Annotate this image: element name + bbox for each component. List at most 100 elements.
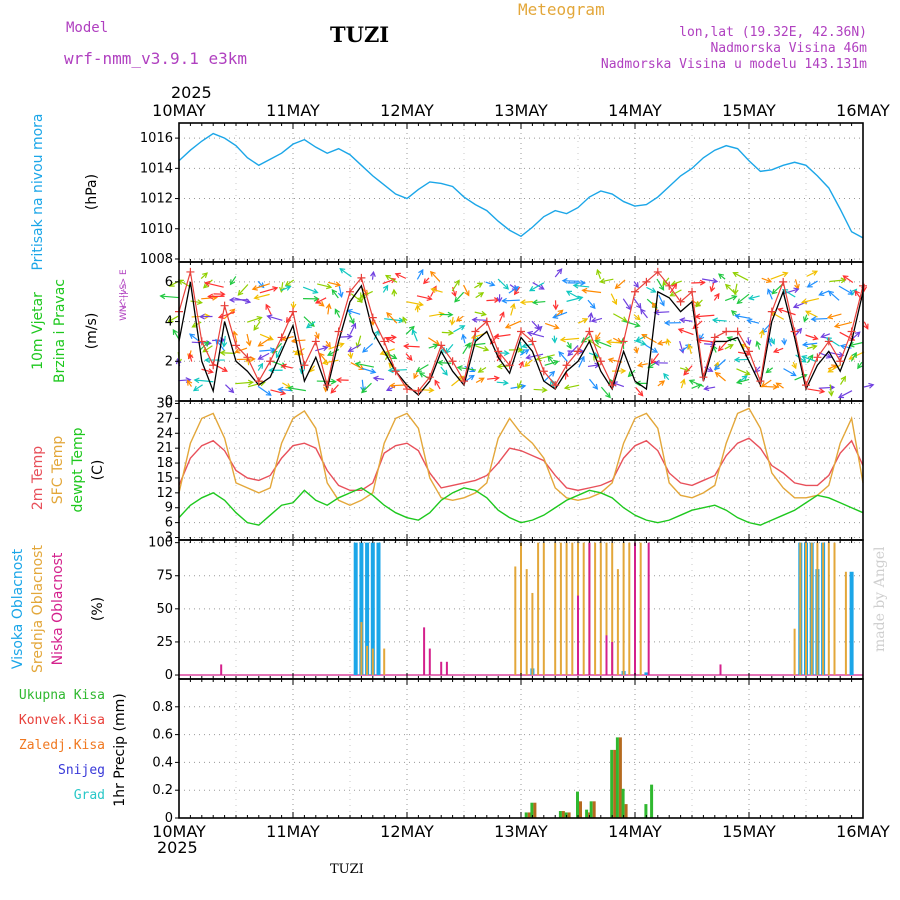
wind-arrow — [863, 384, 874, 388]
wind-arrow — [178, 379, 191, 382]
wind-arrow — [529, 282, 545, 292]
wind-arrow-head — [782, 288, 789, 295]
wind-arrow — [404, 345, 420, 348]
cloud-bar-1 — [525, 569, 528, 676]
wind-arrow-head — [513, 286, 520, 292]
wind-arrow — [595, 340, 612, 348]
wind-arrow — [355, 362, 374, 368]
temp-axis-title-3: dewpt Temp — [70, 427, 86, 512]
wind-arrow-head — [711, 317, 718, 324]
wind-arrow-head — [391, 288, 398, 295]
wind-arrow-head — [833, 322, 841, 329]
wind-gust-marker — [232, 341, 240, 350]
wind-gust-marker — [425, 373, 434, 382]
wind-arrow-head — [854, 289, 860, 297]
wind-gust-marker — [391, 367, 400, 376]
wind-arrow-head — [677, 327, 684, 334]
wind-arrow — [794, 279, 799, 289]
y-tick-label: 0.6 — [152, 728, 173, 743]
wind-arrow — [633, 314, 641, 321]
wind-arrow-head — [531, 299, 538, 306]
wind-arrow-head — [792, 302, 799, 309]
wind-arrow-head — [561, 277, 568, 284]
wind-arrow-head — [525, 354, 532, 360]
wind-arrow-head — [745, 339, 752, 346]
wind-arrow-head — [314, 298, 322, 304]
wind-arrow-head — [314, 333, 320, 340]
wind-arrow-head — [641, 333, 648, 340]
wind-arrow — [200, 341, 209, 350]
wind-arrow — [478, 366, 487, 373]
wind-arrow-head — [683, 369, 690, 376]
wind-gust-marker — [209, 361, 218, 370]
wind-arrow — [282, 382, 291, 389]
wind-arrow — [553, 311, 568, 319]
wind-arrow-head — [769, 338, 775, 345]
wind-arrow — [778, 308, 796, 316]
wind-gust-marker — [266, 357, 275, 366]
wind-arrow-head — [714, 292, 720, 299]
wind-arrow-head — [741, 375, 748, 381]
model-label: Model — [66, 20, 109, 36]
wind-arrow-head — [551, 337, 558, 344]
wind-arrow — [803, 342, 818, 346]
wind-arrow — [770, 311, 785, 320]
wind-arrow — [578, 318, 588, 324]
wind-arrow-head — [528, 286, 536, 292]
wind-arrow-head — [347, 352, 354, 360]
wind-arrow-head — [819, 388, 826, 394]
wind-arrow-head — [671, 282, 678, 290]
wind-arrow — [505, 320, 522, 329]
precip-convective-bar — [533, 802, 537, 818]
wind-arrow-head — [825, 353, 832, 359]
wind-arrow-head — [430, 287, 437, 294]
wind-arrow — [278, 388, 293, 392]
wind-arrow — [467, 342, 486, 347]
wind-gust-marker — [460, 377, 468, 386]
wind-arrow-head — [699, 279, 706, 286]
wind-arrow-head — [350, 322, 357, 329]
wind-arrow — [200, 272, 208, 279]
year-top: 2025 — [171, 83, 212, 102]
wind-gust-marker — [745, 347, 753, 356]
wind-arrow-head — [370, 368, 377, 374]
wind-arrow-head — [418, 372, 425, 378]
wind-arrow — [771, 283, 784, 295]
wind-gust-marker — [562, 361, 571, 370]
wind-arrow — [736, 378, 750, 384]
wind-arrow — [454, 291, 465, 303]
precip-total-bar — [524, 812, 528, 818]
wind-arrow-head — [552, 313, 559, 319]
precip-convective-bar — [618, 737, 622, 818]
wind-arrow-head — [827, 367, 834, 373]
wind-arrow-head — [257, 362, 264, 369]
wind-arrow-head — [558, 351, 565, 358]
wind-arrow — [770, 272, 788, 280]
wind-arrow-head — [868, 382, 875, 389]
wind-arrow-head — [838, 351, 845, 358]
wind-arrow-head — [735, 378, 743, 385]
wind-arrow-head — [518, 360, 524, 367]
wind-arrow-head — [790, 370, 797, 377]
y-tick-label: 0 — [165, 811, 173, 826]
x-label-top: 14MAY — [608, 101, 662, 120]
wind-arrow-head — [800, 298, 808, 305]
wind-arrow — [806, 345, 817, 350]
wind-arrow — [671, 280, 682, 286]
wind-arrow — [385, 351, 397, 359]
wind-arrow — [456, 315, 464, 322]
wind-arrow — [697, 339, 716, 343]
wind-arrow — [828, 364, 842, 373]
wind-arrow-head — [563, 384, 570, 391]
wind-arrow-head — [659, 300, 665, 307]
wind-arrow-head — [688, 379, 695, 385]
wind-arrow-head — [253, 324, 259, 331]
wind-arrow — [713, 319, 727, 322]
wind-arrow-head — [717, 345, 724, 352]
wind-arrow — [710, 282, 715, 292]
wind-arrow — [270, 389, 286, 395]
wind-arrow-head — [703, 385, 710, 392]
wind-arrow-head — [605, 392, 611, 399]
cloud-bar-1 — [582, 542, 585, 676]
wind-arrow — [194, 379, 214, 383]
